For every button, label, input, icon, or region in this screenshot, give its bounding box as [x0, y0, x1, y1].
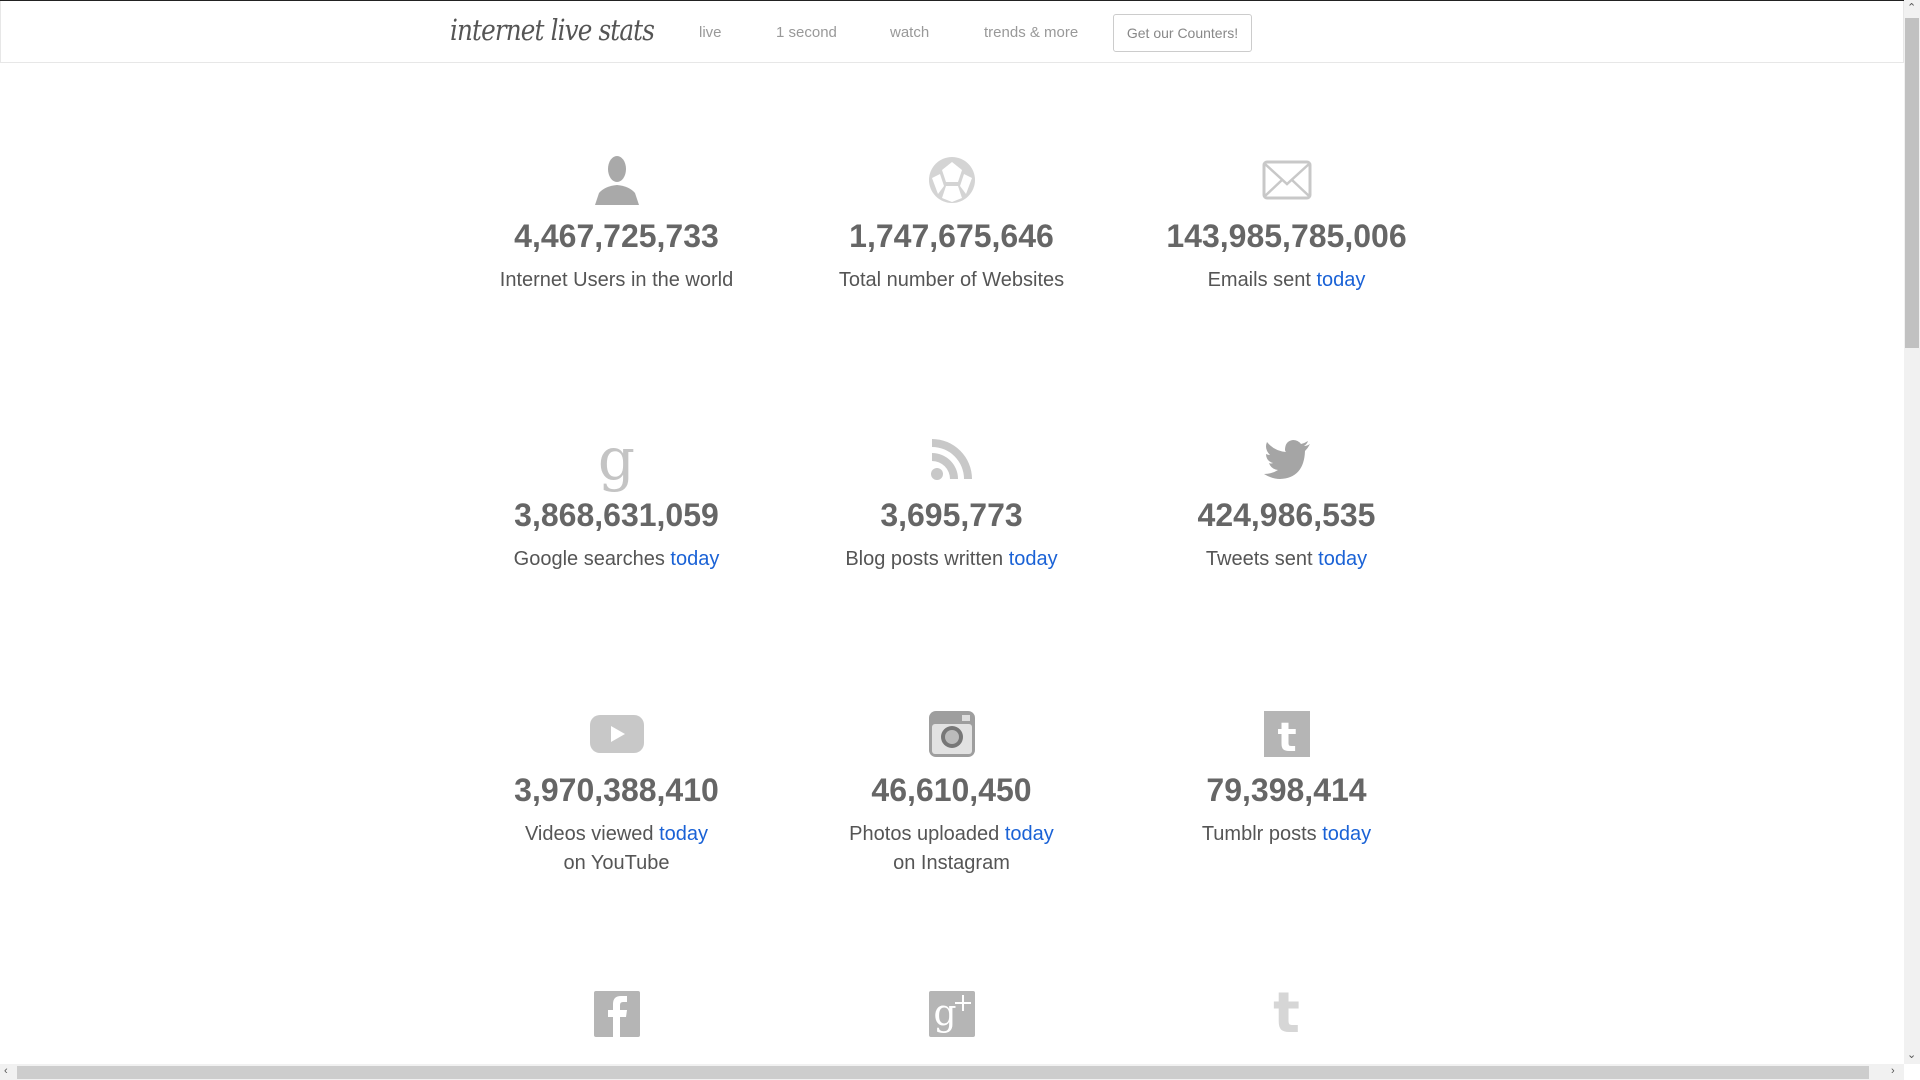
stat-number: 3,695,773: [880, 497, 1023, 533]
stat-label: Total number of Websites: [838, 269, 1065, 291]
stat-google-plus: g: [784, 986, 1119, 1042]
stat-number: 1,747,675,646: [849, 218, 1054, 254]
window-top-border: [0, 0, 1904, 1]
scroll-right-arrow-icon[interactable]: ›: [1891, 1065, 1895, 1077]
stat-number: 4,467,725,733: [514, 218, 719, 254]
stat-youtube-videos: 3,970,388,410 Videos viewed today on YouT…: [449, 706, 784, 878]
google-plus-icon: g: [784, 986, 1119, 1042]
scroll-left-arrow-icon[interactable]: ‹: [4, 1065, 8, 1077]
stat-facebook: [449, 986, 784, 1042]
stat-websites: 1,747,675,646 Total number of Websites: [784, 152, 1119, 295]
stat-emails: 143,985,785,006 Emails sent today: [1119, 152, 1454, 295]
user-icon: [449, 152, 784, 208]
nav-watch[interactable]: watch: [890, 24, 930, 41]
twitter-bird-icon: [1119, 431, 1454, 487]
today-link[interactable]: today: [1008, 548, 1058, 570]
scroll-down-arrow-icon[interactable]: ⌄: [1907, 1049, 1917, 1061]
facebook-icon: [449, 986, 784, 1042]
stat-label: Photos uploaded today on Instagram: [849, 823, 1054, 874]
stat-number: 79,398,414: [1206, 772, 1367, 808]
today-link[interactable]: today: [1322, 823, 1372, 845]
today-link[interactable]: today: [1318, 548, 1368, 570]
svg-text:g: g: [933, 993, 956, 1034]
stat-label: Blog posts written today: [845, 548, 1058, 570]
stat-internet-users: 4,467,725,733 Internet Users in the worl…: [449, 152, 784, 295]
today-link[interactable]: today: [659, 823, 709, 845]
navbar: internet live stats live 1 second watch …: [0, 1, 1904, 63]
stat-label: Videos viewed today on YouTube: [524, 823, 709, 874]
today-link[interactable]: today: [1316, 269, 1366, 291]
scroll-up-arrow-icon[interactable]: ⌃: [1907, 2, 1917, 14]
stat-label: Internet Users in the world: [499, 269, 734, 291]
vertical-scrollbar-thumb[interactable]: [1905, 18, 1919, 348]
stat-blog-posts: 3,695,773 Blog posts written today: [784, 431, 1119, 574]
globe-icon: [784, 152, 1119, 208]
today-link[interactable]: today: [1004, 823, 1054, 845]
stat-number: 46,610,450: [871, 772, 1032, 808]
get-counters-button[interactable]: Get our Counters!: [1113, 14, 1252, 52]
stat-tumblr-posts: t 79,398,414 Tumblr posts today: [1119, 706, 1454, 849]
envelope-icon: [1119, 152, 1454, 208]
stat-label: Tweets sent today: [1205, 548, 1368, 570]
twitter-t-icon: t: [1273, 981, 1300, 1046]
tumblr-icon: t: [1119, 706, 1454, 762]
stat-number: 143,985,785,006: [1166, 218, 1407, 254]
rss-icon: [784, 431, 1119, 487]
site-logo[interactable]: internet live stats: [450, 13, 655, 47]
stat-instagram-photos: 46,610,450 Photos uploaded today on Insta…: [784, 706, 1119, 878]
nav-live[interactable]: live: [699, 24, 722, 41]
stat-number: 424,986,535: [1197, 497, 1376, 533]
stat-label: Google searches today: [513, 548, 720, 570]
instagram-icon: [784, 706, 1119, 762]
stat-twitter: t: [1119, 986, 1454, 1042]
svg-text:t: t: [1277, 715, 1296, 757]
stat-number: 3,868,631,059: [514, 497, 719, 533]
today-link[interactable]: today: [670, 548, 720, 570]
nav-trends-more[interactable]: trends & more: [984, 24, 1079, 41]
stat-label: Emails sent today: [1207, 269, 1366, 291]
stat-tweets: 424,986,535 Tweets sent today: [1119, 431, 1454, 574]
horizontal-scrollbar-thumb[interactable]: [17, 1066, 1869, 1079]
google-icon: g: [597, 425, 636, 493]
stat-label: Tumblr posts today: [1201, 823, 1372, 845]
stat-number: 3,970,388,410: [514, 772, 719, 808]
youtube-icon: [449, 706, 784, 762]
nav-1-second[interactable]: 1 second: [776, 24, 837, 41]
stat-google-searches: g 3,868,631,059 Google searches today: [449, 425, 784, 574]
